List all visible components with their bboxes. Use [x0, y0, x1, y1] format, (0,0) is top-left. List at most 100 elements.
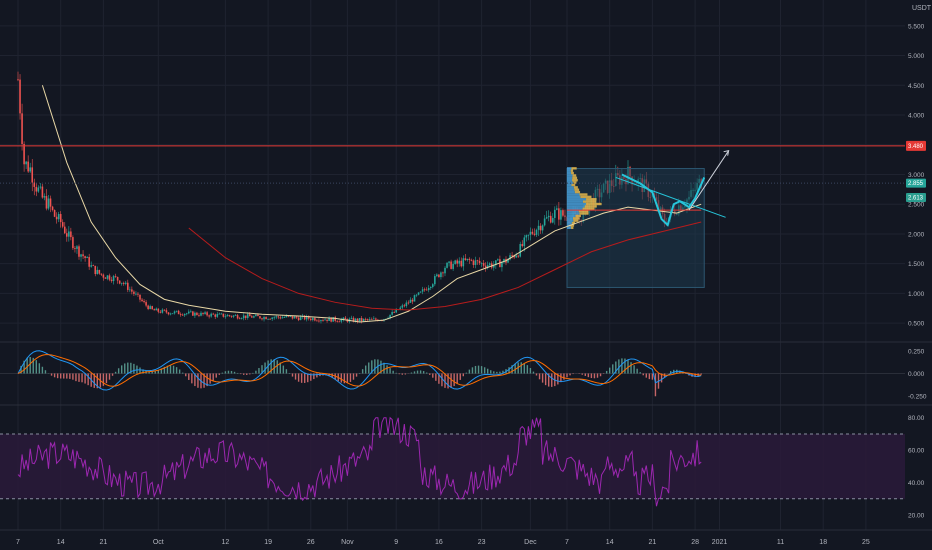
volume-profile-box[interactable]: [566, 168, 705, 288]
volume-profile-down-bar: [573, 219, 579, 222]
candle-body: [43, 196, 46, 198]
candle-body: [21, 113, 23, 145]
candle-body: [118, 280, 121, 284]
macd-histogram-bar: [633, 365, 635, 374]
candle-body: [478, 260, 481, 264]
macd-histogram-bar: [584, 373, 586, 376]
candle-body: [86, 257, 88, 259]
macd-histogram-bar: [514, 363, 516, 374]
macd-histogram-bar: [459, 373, 461, 380]
candle-body: [468, 258, 471, 260]
candle-body: [80, 254, 82, 257]
candle-body: [523, 237, 526, 247]
candle-body: [545, 217, 548, 219]
candle-body: [295, 316, 298, 318]
candle-body: [257, 314, 259, 317]
candle-body: [265, 317, 267, 320]
macd-histogram-bar: [569, 373, 571, 376]
candle-body: [476, 260, 479, 262]
candle-body: [564, 215, 566, 217]
candle-body: [68, 231, 70, 237]
candle-body: [263, 317, 265, 320]
time-tick-label: 11: [777, 539, 784, 546]
candle-body: [464, 258, 467, 261]
trend-drawings[interactable]: [615, 150, 730, 227]
macd-histogram-bar: [169, 365, 172, 374]
volume-profile-up-bar: [567, 176, 573, 180]
macd-histogram-bar: [639, 372, 641, 374]
volume-profile-down-bar: [575, 214, 581, 218]
macd-histogram-bar: [548, 373, 550, 387]
rsi-panel[interactable]: 80.00 60.00 40.00 20.00: [0, 415, 925, 520]
macd-histogram-bar: [191, 373, 193, 384]
candle-body: [287, 315, 290, 317]
macd-histogram-bar: [429, 373, 431, 375]
slow-ma-line: [188, 221, 702, 311]
secondary-price-tag: [906, 192, 926, 202]
time-tick-label: 25: [862, 539, 870, 546]
candle-body: [198, 315, 200, 316]
candle-body: [94, 265, 97, 275]
macd-histogram-bar: [160, 368, 163, 374]
candle-body: [517, 255, 519, 257]
price-panel[interactable]: [0, 71, 905, 324]
price-axis[interactable]: USDT 5.5005.0004.5004.0003.5003.0002.500…: [906, 5, 932, 328]
candle-body: [281, 317, 284, 319]
candle-body: [55, 216, 58, 220]
macd-histogram-bar: [26, 357, 28, 374]
candle-body: [403, 305, 406, 307]
macd-histogram-bar: [60, 373, 62, 379]
candle-body: [145, 302, 147, 306]
candle-body: [551, 217, 554, 223]
macd-histogram-bar: [389, 368, 391, 374]
volume-profile-up-bar: [567, 195, 581, 199]
volume-profile-down-bar: [570, 169, 574, 172]
candle-body: [49, 198, 52, 207]
candle-body: [373, 318, 375, 320]
macd-histogram-bar: [252, 372, 254, 374]
candle-body: [462, 258, 465, 267]
macd-histogram-bar: [401, 373, 403, 375]
macd-histogram-bar: [133, 363, 135, 374]
macd-histogram-bar: [450, 373, 452, 388]
candle-body: [401, 305, 404, 308]
volume-profile-bars: [567, 167, 602, 229]
macd-histogram-bar: [502, 370, 504, 374]
candle-body: [310, 318, 312, 320]
price-tick-label: 0.500: [908, 321, 925, 328]
candle-body: [165, 310, 168, 313]
candle-body: [17, 79, 19, 81]
time-axis[interactable]: 7 14 21 Oct 12 19 26 Nov 9 16 23 Dec 7 14 21 28 2021 11 18…: [16, 539, 870, 546]
candle-body: [427, 287, 430, 291]
macd-tick-label: 0.000: [908, 371, 925, 378]
candle-body: [303, 315, 306, 320]
candle-body: [415, 294, 418, 296]
candle-body: [232, 315, 235, 317]
time-tick-label: 18: [819, 539, 827, 546]
rsi-tick-label: 60.00: [908, 448, 925, 455]
candle-body: [560, 210, 562, 220]
volume-profile-down-bar: [584, 205, 597, 208]
volume-profile-down-bar: [570, 224, 575, 227]
macd-histogram-bar: [532, 371, 535, 374]
price-path-drawing: [621, 173, 706, 227]
macd-histogram-bar: [352, 373, 355, 380]
macd-histogram-bar: [285, 369, 288, 374]
candle-body: [521, 244, 524, 247]
macd-panel[interactable]: 0.250 0.000 -0.250: [0, 349, 927, 401]
macd-histogram-bar: [605, 370, 608, 374]
macd-histogram-bar: [20, 365, 22, 374]
macd-histogram-bar: [96, 373, 98, 389]
candle-body: [29, 167, 31, 172]
macd-histogram-bar: [175, 367, 178, 374]
candle-body: [63, 226, 66, 234]
candle-body: [342, 317, 345, 320]
macd-histogram-bar: [648, 373, 651, 380]
candle-body: [393, 312, 395, 313]
macd-histogram-bar: [410, 372, 413, 374]
candle-body: [61, 222, 64, 227]
macd-histogram-bar: [188, 373, 190, 380]
macd-histogram-bar: [157, 369, 159, 374]
price-tick-label: 5.000: [908, 53, 925, 60]
candle-body: [236, 315, 239, 319]
